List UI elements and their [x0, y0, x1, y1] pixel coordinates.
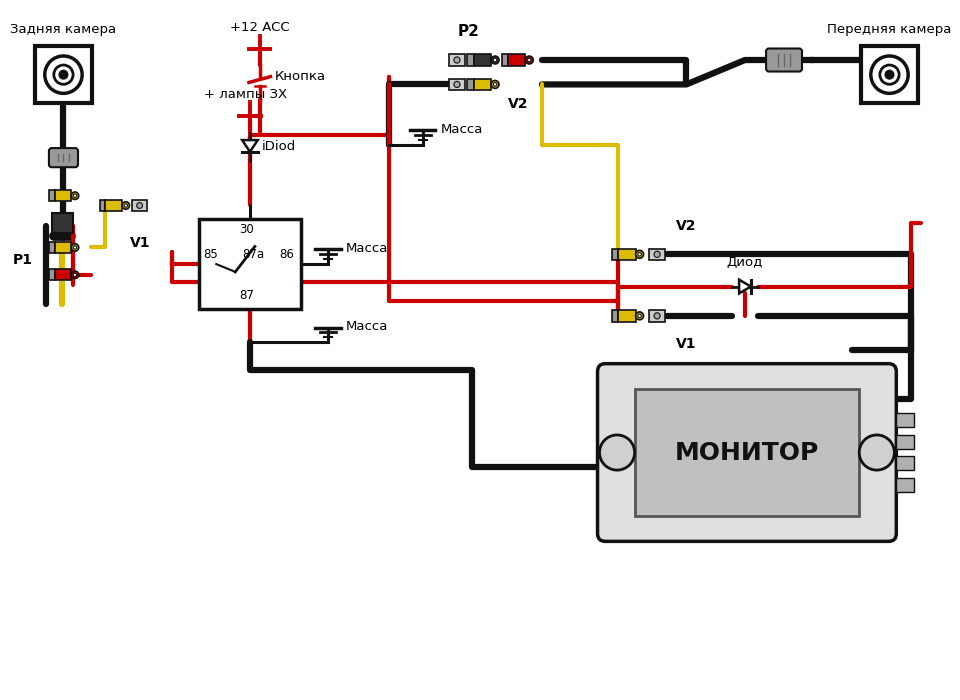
Bar	[618, 310, 636, 321]
Bar	[49, 270, 55, 280]
Circle shape	[599, 435, 635, 470]
Circle shape	[527, 58, 531, 62]
Circle shape	[880, 65, 900, 84]
Polygon shape	[739, 280, 751, 293]
Text: iDiod: iDiod	[262, 141, 296, 153]
Circle shape	[525, 56, 533, 64]
Circle shape	[73, 273, 77, 276]
Circle shape	[636, 251, 643, 258]
FancyBboxPatch shape	[766, 48, 802, 71]
Bar	[55, 190, 71, 201]
Circle shape	[637, 314, 641, 318]
Text: V2: V2	[676, 219, 697, 233]
Circle shape	[654, 251, 660, 258]
Circle shape	[71, 192, 79, 199]
Text: Задняя камера: Задняя камера	[11, 22, 116, 36]
Circle shape	[636, 312, 643, 320]
Bar	[55, 242, 71, 253]
Circle shape	[60, 71, 67, 78]
Text: 87: 87	[240, 289, 254, 302]
Text: Диод: Диод	[727, 256, 763, 269]
Bar	[55, 270, 71, 280]
Circle shape	[493, 58, 497, 62]
Bar	[468, 55, 473, 66]
Text: P2: P2	[458, 24, 480, 38]
Bar	[508, 55, 525, 66]
Text: Масса: Масса	[441, 122, 483, 136]
Circle shape	[124, 204, 128, 207]
Text: МОНИТОР: МОНИТОР	[675, 440, 819, 465]
Text: V2: V2	[508, 97, 528, 111]
Bar	[449, 78, 465, 90]
Bar	[49, 242, 55, 253]
Bar	[36, 46, 92, 103]
Circle shape	[859, 435, 895, 470]
Bar	[618, 248, 636, 260]
Circle shape	[492, 80, 499, 88]
Circle shape	[71, 271, 79, 279]
Text: V1: V1	[676, 337, 697, 351]
Circle shape	[71, 244, 79, 251]
Circle shape	[493, 83, 497, 86]
Circle shape	[54, 65, 73, 84]
Bar	[897, 435, 914, 449]
Bar	[132, 200, 147, 211]
Text: 87a: 87a	[242, 248, 264, 261]
Bar	[52, 214, 73, 233]
Text: + лампы ЗХ: + лампы ЗХ	[204, 88, 287, 101]
Circle shape	[637, 253, 641, 256]
Bar	[861, 46, 918, 103]
Bar	[649, 248, 665, 260]
Text: +12 ACC: +12 ACC	[229, 21, 290, 34]
Bar	[468, 78, 473, 90]
Bar	[612, 310, 618, 321]
Circle shape	[871, 56, 908, 93]
Circle shape	[73, 246, 77, 249]
FancyBboxPatch shape	[49, 148, 78, 167]
Text: Передняя камера: Передняя камера	[828, 22, 951, 36]
Bar	[897, 456, 914, 470]
Circle shape	[45, 56, 83, 93]
Circle shape	[454, 81, 460, 88]
Circle shape	[885, 71, 894, 78]
Bar	[473, 55, 492, 66]
Text: Масса: Масса	[346, 242, 388, 255]
Circle shape	[73, 194, 77, 197]
Circle shape	[492, 56, 499, 64]
Text: V1: V1	[130, 236, 151, 250]
Text: 86: 86	[279, 248, 295, 261]
Bar	[501, 55, 508, 66]
Bar	[100, 200, 106, 211]
Bar	[49, 190, 55, 201]
Circle shape	[136, 202, 142, 209]
Bar	[897, 414, 914, 427]
Bar	[612, 248, 618, 260]
Text: Масса: Масса	[346, 320, 388, 333]
Bar	[635, 389, 859, 516]
Bar	[199, 219, 301, 309]
Polygon shape	[242, 140, 257, 152]
Bar	[649, 310, 665, 321]
Text: Кнопка: Кнопка	[275, 70, 325, 83]
Text: 30: 30	[240, 223, 254, 236]
Circle shape	[654, 313, 660, 319]
Bar	[897, 478, 914, 491]
Circle shape	[454, 57, 460, 63]
Bar	[449, 55, 465, 66]
Text: 85: 85	[204, 248, 218, 261]
Bar	[106, 200, 122, 211]
Text: P1: P1	[12, 253, 33, 267]
Circle shape	[122, 202, 130, 209]
FancyBboxPatch shape	[597, 364, 897, 541]
Bar	[473, 78, 492, 90]
